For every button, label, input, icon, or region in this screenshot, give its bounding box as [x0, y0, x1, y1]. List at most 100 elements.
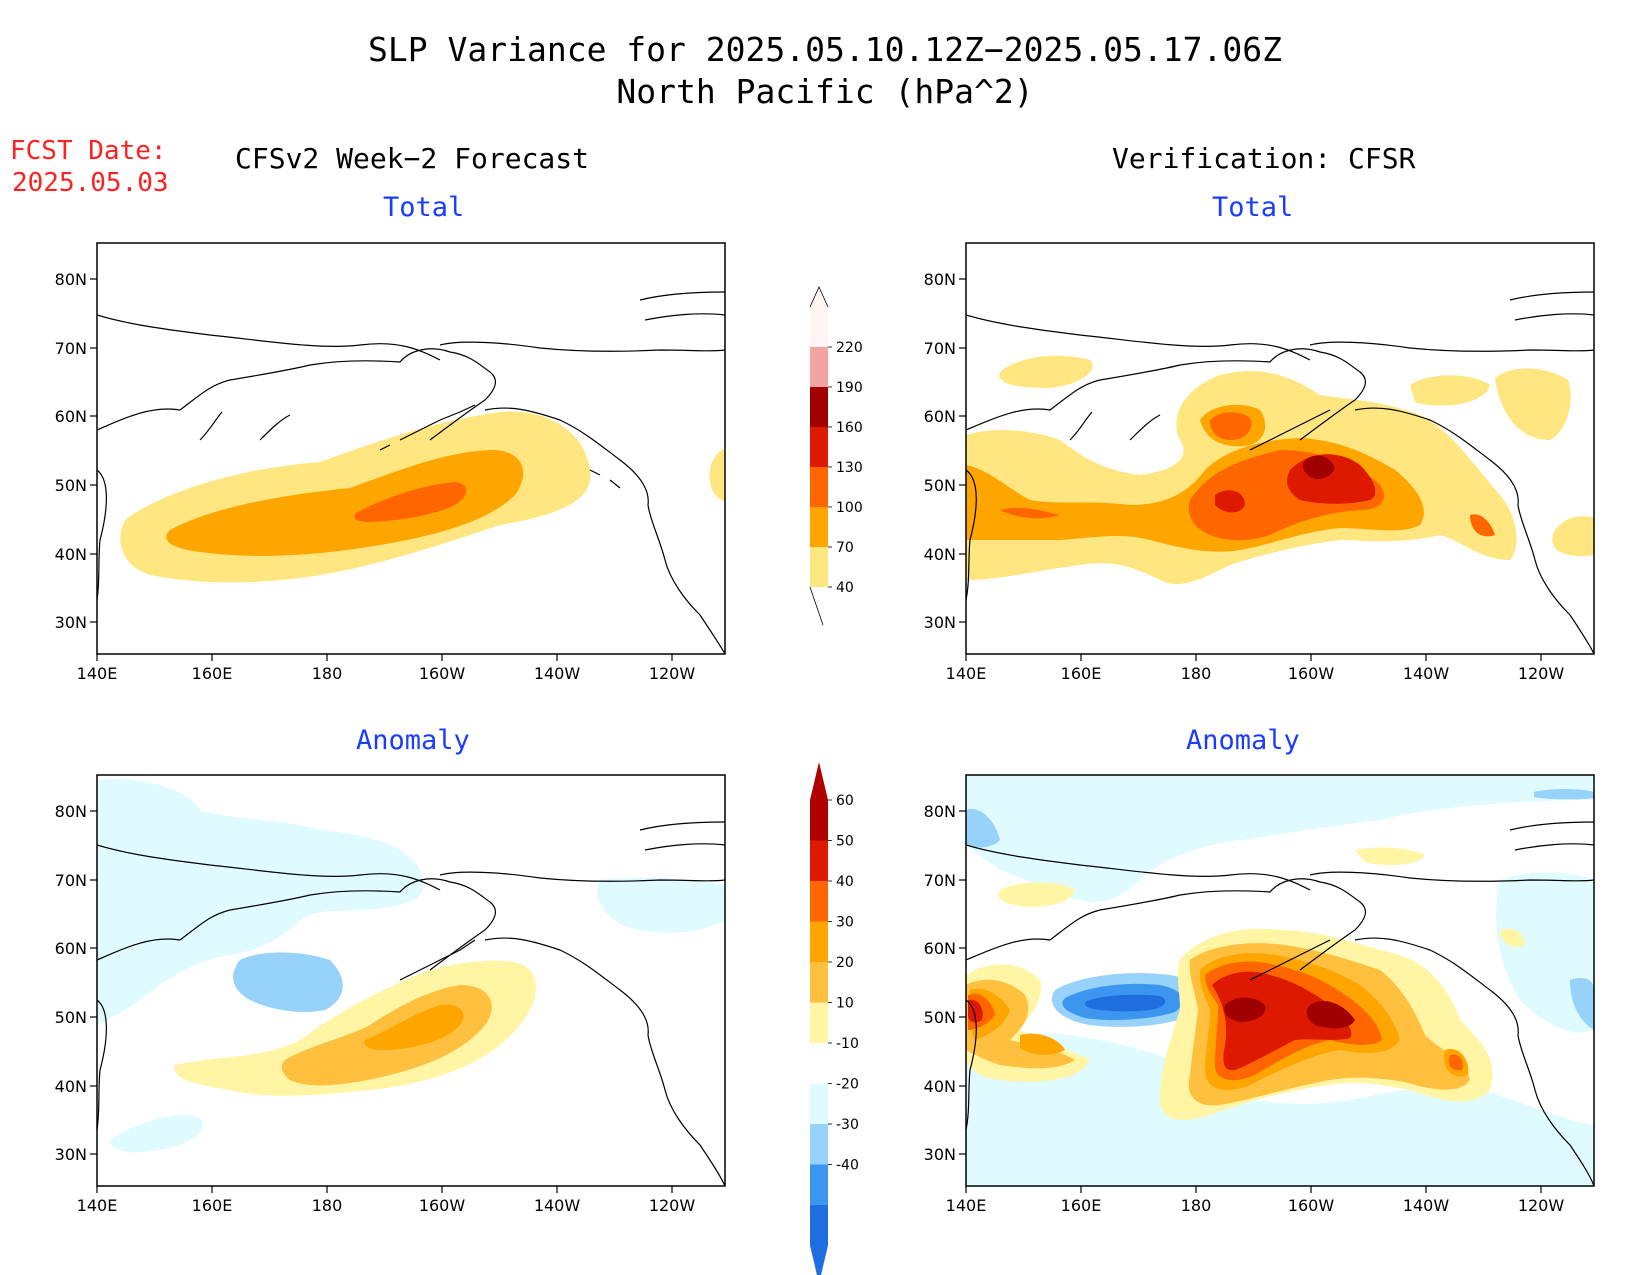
lon-tick-label: 120W [1518, 664, 1565, 683]
lon-tick-label: 140E [946, 1196, 987, 1215]
forecast-anomaly-title: Anomaly [356, 725, 470, 756]
main-subtitle: North Pacific (hPa^2) [616, 72, 1034, 111]
lon-tick-label: 180 [1181, 664, 1212, 683]
colorbar-anomaly-label: -30 [836, 1117, 859, 1133]
lon-tick-label: 160E [192, 1196, 233, 1215]
lat-tick-label: 70N [924, 871, 956, 890]
lon-tick-label: 120W [649, 1196, 696, 1215]
lon-tick-label: 140E [946, 664, 987, 683]
colorbar-segment [810, 347, 828, 387]
colorbar-anomaly-label: 30 [836, 915, 854, 931]
lat-tick-label: 30N [55, 1145, 87, 1164]
lat-tick-label: 50N [55, 1008, 87, 1027]
map-frame [96, 242, 726, 655]
contour-40-east [709, 448, 725, 502]
lat-tick-label: 70N [55, 339, 87, 358]
lon-tick-label: 160E [192, 664, 233, 683]
contour-40 [120, 411, 591, 583]
lon-tick-label: 120W [1518, 1196, 1565, 1215]
colorbar-segment [810, 427, 828, 467]
lat-tick-label: 30N [924, 613, 956, 632]
colorbar-segment [810, 467, 828, 507]
colorbar-segment [810, 962, 828, 1003]
lon-tick-label: 160E [1061, 664, 1102, 683]
forecast-total-title: Total [383, 192, 465, 223]
lat-tick-label: 60N [924, 407, 956, 426]
colorbar-anomaly-label: 60 [836, 793, 854, 809]
colorbar-anomaly-label: -10 [836, 1036, 859, 1052]
lon-tick-label: 160W [419, 664, 466, 683]
coastlines [97, 291, 725, 654]
lon-tick-label: 140W [1403, 664, 1450, 683]
colorbar-total-label: 130 [836, 460, 863, 476]
lat-tick-label: 60N [55, 939, 87, 958]
lon-tick-label: 140W [1403, 1196, 1450, 1215]
colorbar-segment [810, 307, 828, 347]
contour-70 [166, 450, 524, 556]
lat-tick-label: 30N [55, 613, 87, 632]
lon-tick-label: 160E [1061, 1196, 1102, 1215]
lon-tick-label: 180 [312, 1196, 343, 1215]
lon-tick-label: 140E [77, 664, 118, 683]
colorbar-segment [810, 1002, 828, 1043]
colorbar-segment [810, 881, 828, 922]
lon-tick-label: 120W [649, 664, 696, 683]
lat-tick-label: 50N [924, 476, 956, 495]
lat-tick-label: 40N [924, 1077, 956, 1096]
colorbar-segment [810, 800, 828, 841]
lat-tick-label: 50N [55, 476, 87, 495]
colorbar-bottom-arrow [809, 586, 824, 626]
colorbar-segment [810, 921, 828, 962]
lat-tick-label: 70N [924, 339, 956, 358]
lon-tick-label: 160W [1288, 1196, 1335, 1215]
colorbar-segment [810, 1205, 828, 1246]
lat-tick-label: 70N [55, 871, 87, 890]
colorbar-total-label: 190 [836, 380, 863, 396]
main-title: SLP Variance for 2025.05.10.12Z−2025.05.… [368, 30, 1282, 69]
verification-anomaly-title: Anomaly [1186, 725, 1300, 756]
colorbar-segment [810, 1164, 828, 1205]
lat-tick-label: 50N [924, 1008, 956, 1027]
colorbar-total-label: 220 [836, 340, 863, 356]
colorbar-total-label: 160 [836, 420, 863, 436]
lat-tick-label: 40N [55, 545, 87, 564]
lat-tick-label: 40N [55, 1077, 87, 1096]
colorbar-total-label: 100 [836, 500, 863, 516]
colorbar-anomaly-label: 40 [836, 874, 854, 890]
colorbar-top-arrow [810, 762, 828, 800]
forecast-column-title: CFSv2 Week−2 Forecast [235, 142, 590, 175]
colorbar-segment [810, 1124, 828, 1165]
lat-tick-label: 80N [924, 270, 956, 289]
lat-tick-label: 30N [924, 1145, 956, 1164]
colorbar-anomaly-label: 10 [836, 996, 854, 1012]
lon-tick-label: 160W [419, 1196, 466, 1215]
colorbar-segment [810, 507, 828, 547]
fcst-date-label: FCST Date: [10, 136, 167, 166]
lat-tick-label: 80N [924, 802, 956, 821]
colorbar-anomaly-label: -40 [836, 1158, 859, 1174]
colorbar-segment [810, 547, 828, 587]
lat-tick-label: 80N [55, 270, 87, 289]
colorbar-anomaly-label: 20 [836, 955, 854, 971]
colorbar-segment [810, 1043, 828, 1084]
lon-tick-label: 180 [1181, 1196, 1212, 1215]
lat-tick-label: 80N [55, 802, 87, 821]
lon-tick-label: 180 [312, 664, 343, 683]
fcst-date-value: 2025.05.03 [12, 168, 169, 198]
lat-tick-label: 60N [55, 407, 87, 426]
verification-total-title: Total [1212, 192, 1294, 223]
colorbar-segment [810, 1083, 828, 1124]
contour-100 [354, 482, 467, 522]
colorbar-total-label: 70 [836, 540, 854, 556]
colorbar-top-arrow [809, 286, 829, 308]
colorbar-anomaly-label: -20 [836, 1077, 859, 1093]
lon-tick-label: 140W [534, 1196, 581, 1215]
lon-tick-label: 160W [1288, 664, 1335, 683]
lat-tick-label: 40N [924, 545, 956, 564]
colorbar-segment [810, 840, 828, 881]
colorbar-anomaly-label: 50 [836, 834, 854, 850]
lon-tick-label: 140W [534, 664, 581, 683]
verification-column-title: Verification: CFSR [1112, 142, 1416, 175]
